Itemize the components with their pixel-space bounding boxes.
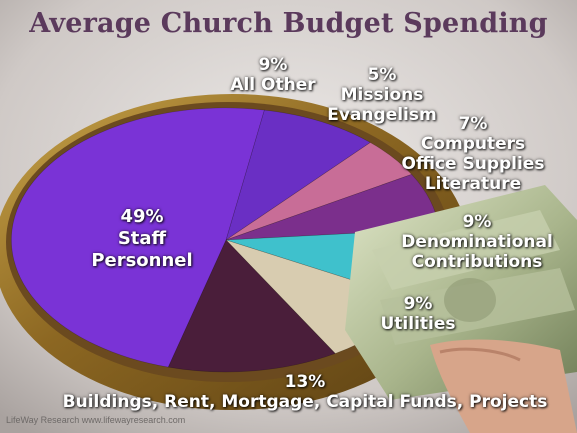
slice-label-buildings-rent: 13% Buildings, Rent, Mortgage, Capital F… — [40, 372, 570, 412]
slice-label-missions-evangelism: 5% Missions Evangelism — [322, 65, 442, 125]
slice-label-all-other: 9% All Other — [218, 55, 328, 95]
pie-slice-all-other — [225, 109, 371, 241]
slice-percent: 9% — [258, 55, 288, 75]
slice-label-utilities: 9% Utilities — [368, 294, 468, 334]
money-stack-image — [345, 185, 577, 433]
slice-percent: 7% — [458, 114, 488, 134]
slice-percent: 5% — [367, 65, 397, 85]
slice-line: Personnel — [91, 250, 193, 271]
slice-line: Staff — [117, 228, 167, 249]
slice-line: Missions — [340, 85, 424, 105]
slice-label-denominational-contributions: 9% Denominational Contributions — [392, 212, 562, 272]
slice-line: All Other — [230, 75, 316, 95]
slice-line: Office Supplies — [401, 154, 545, 174]
slice-line: Denominational — [401, 232, 553, 252]
slice-percent: 49% — [120, 206, 164, 227]
slice-line: Literature — [424, 174, 522, 194]
slice-line: Computers — [420, 134, 526, 154]
slice-percent: 9% — [462, 212, 492, 232]
slice-line: Utilities — [380, 314, 456, 334]
slice-line: Contributions — [411, 252, 543, 272]
chart-title: Average Church Budget Spending — [29, 8, 548, 39]
pie-slice-missions — [225, 142, 413, 241]
slice-line: Buildings, Rent, Mortgage, Capital Funds… — [62, 392, 548, 412]
slice-percent: 13% — [284, 372, 326, 392]
slice-label-staff-personnel: 49% Staff Personnel — [82, 206, 202, 272]
slice-label-computers-office-supplies: 7% Computers Office Supplies Literature — [388, 114, 558, 194]
pie-slice-staff — [11, 107, 265, 368]
slice-percent: 9% — [403, 294, 433, 314]
slice-line: Evangelism — [327, 105, 437, 125]
pie-slice-buildings-rent-mortgage-capital-funds-projects — [167, 239, 336, 373]
source-credit: LifeWay Research www.lifewayresearch.com — [6, 415, 186, 425]
